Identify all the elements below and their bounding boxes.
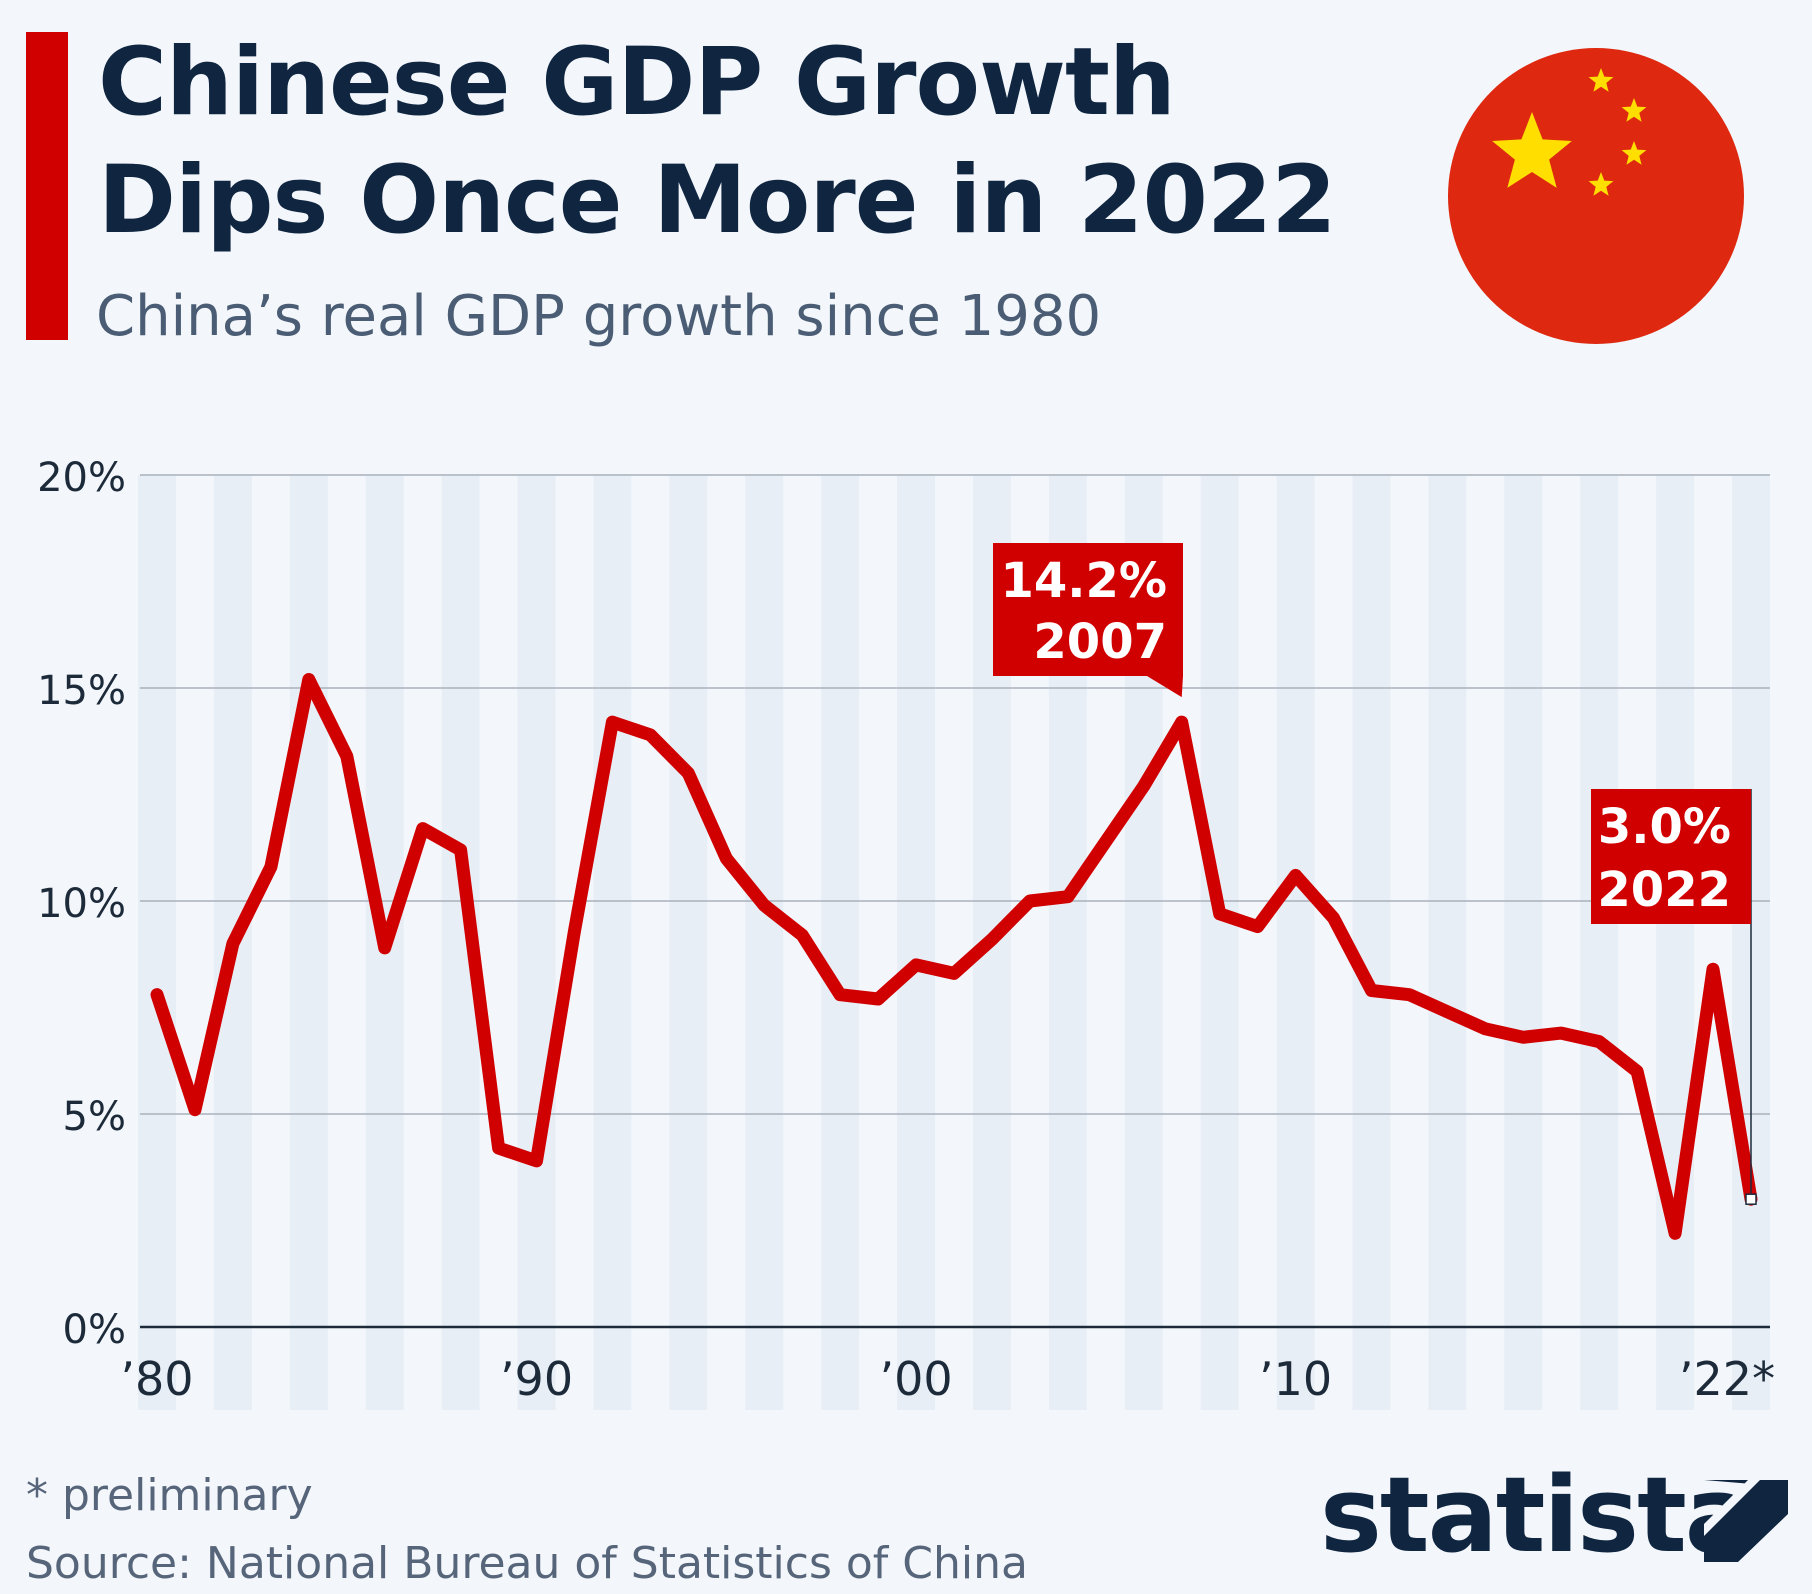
year-band-2018 <box>1580 475 1619 1410</box>
y-tick-label: 15% <box>37 668 126 714</box>
gdp-line-chart: 0% 5% 10% 15% 20% ’80 ’90 ’00 ’10 ’22* 14.2%2007… <box>37 455 1775 1410</box>
annotation-year: 2022 <box>1597 862 1731 918</box>
data-point-2018 <box>1598 1040 1601 1043</box>
annotation-box <box>1591 789 1751 924</box>
data-point-2007 <box>1180 721 1183 724</box>
year-band-1980 <box>138 475 176 1410</box>
data-point-1991 <box>573 929 576 932</box>
year-band-1990 <box>517 475 556 1410</box>
data-point-2008 <box>1218 912 1221 915</box>
statista-wordmark: statista <box>1320 1454 1755 1576</box>
y-tick-label: 5% <box>63 1094 126 1140</box>
data-point-1984 <box>307 678 310 681</box>
x-tick-label: ’10 <box>1259 1352 1332 1406</box>
data-point-1996 <box>763 904 766 907</box>
flag-small-star-3 <box>1621 141 1647 165</box>
data-point-1998 <box>839 993 842 996</box>
data-point-2014 <box>1446 1010 1449 1013</box>
data-point-2001 <box>953 972 955 975</box>
page-subtitle: China’s real GDP growth since 1980 <box>96 284 1102 349</box>
y-tick-label: 10% <box>37 881 126 927</box>
year-band-1992 <box>593 475 632 1410</box>
flag-big-star <box>1492 112 1572 188</box>
data-point-1992 <box>611 721 614 724</box>
footnote: * preliminary <box>26 1470 313 1521</box>
data-point-1988 <box>459 848 462 851</box>
year-band-1984 <box>289 475 328 1410</box>
data-point-1993 <box>649 733 652 736</box>
y-axis-ticks: 0% 5% 10% 15% 20% <box>37 455 126 1353</box>
x-tick-label: ’80 <box>120 1352 193 1406</box>
year-band-2012 <box>1352 475 1391 1410</box>
data-point-2000 <box>915 963 918 966</box>
data-point-2006 <box>1142 784 1145 787</box>
annotation-box <box>993 543 1183 676</box>
data-point-1989 <box>497 1147 500 1150</box>
year-band-2020 <box>1656 475 1695 1410</box>
grid-lines <box>140 474 1770 1329</box>
data-point-2013 <box>1408 993 1411 996</box>
annotation-pointer <box>1147 676 1183 698</box>
source-note: Source: National Bureau of Statistics of… <box>26 1538 1028 1589</box>
data-point-1994 <box>687 772 690 775</box>
annotation-2022: 3.0% 2022 <box>1591 789 1752 1194</box>
x-tick-label: ’90 <box>500 1352 573 1406</box>
year-band-1994 <box>669 475 708 1410</box>
data-point-1999 <box>877 997 880 1000</box>
y-tick-label: 20% <box>37 455 126 501</box>
flag-small-star-4 <box>1588 172 1614 196</box>
year-band-1996 <box>745 475 784 1410</box>
year-band-2008 <box>1200 475 1239 1410</box>
data-point-2002 <box>990 938 993 941</box>
flag-small-star-2 <box>1621 98 1647 122</box>
year-band-2016 <box>1504 475 1543 1410</box>
year-band-2010 <box>1276 475 1315 1410</box>
x-tick-label: ’22* <box>1679 1352 1775 1406</box>
data-point-2016 <box>1522 1036 1525 1039</box>
data-point-2005 <box>1104 840 1107 843</box>
data-point-1990 <box>535 1159 538 1162</box>
data-point-2020 <box>1674 1232 1677 1235</box>
data-point-1981 <box>193 1108 196 1111</box>
china-flag-icon <box>1448 48 1744 344</box>
data-point-2004 <box>1066 895 1069 898</box>
series-line <box>150 673 1758 1240</box>
data-point-2017 <box>1560 1032 1563 1035</box>
annotation-value: 14.2% <box>1000 553 1167 609</box>
annotation-year: 2007 <box>1033 614 1167 670</box>
flag-disc <box>1448 48 1744 344</box>
data-point-1982 <box>231 942 234 945</box>
data-point-2011 <box>1332 917 1335 920</box>
title-line-2: Dips Once More in 2022 <box>98 146 1337 255</box>
annotations: 14.2%2007 3.0% 2022 <box>993 543 1752 1194</box>
year-band-2000 <box>897 475 936 1410</box>
data-point-2019 <box>1636 1070 1639 1073</box>
data-point-1987 <box>421 827 424 830</box>
x-tick-label: ’00 <box>879 1352 952 1406</box>
flag-small-star-1 <box>1588 68 1614 92</box>
data-point-2012 <box>1370 989 1373 992</box>
data-point-2003 <box>1028 900 1031 902</box>
y-tick-label: 0% <box>63 1307 126 1353</box>
data-point-2021 <box>1712 968 1715 971</box>
data-point-1983 <box>269 865 272 868</box>
data-point-1986 <box>383 946 386 949</box>
data-point-1985 <box>345 755 348 758</box>
data-point-2015 <box>1484 1027 1487 1030</box>
annotation-value: 3.0% <box>1598 799 1731 855</box>
x-axis-ticks: ’80 ’90 ’00 ’10 ’22* <box>120 1352 1775 1406</box>
title-line-1: Chinese GDP Growth <box>98 28 1176 137</box>
last-point-marker <box>1745 1193 1757 1205</box>
accent-bar <box>26 32 68 340</box>
data-point-2010 <box>1294 874 1297 877</box>
year-band-2014 <box>1428 475 1467 1410</box>
data-point-1995 <box>725 857 728 860</box>
data-point-1980 <box>156 993 158 996</box>
page-title: Chinese GDP Growth Dips Once More in 202… <box>98 24 1398 260</box>
annotation-2007: 14.2%2007 <box>993 543 1183 698</box>
data-point-2009 <box>1256 925 1259 928</box>
year-band-1998 <box>821 475 860 1410</box>
statista-mark-icon <box>1704 1480 1788 1564</box>
data-point-1997 <box>801 934 804 937</box>
